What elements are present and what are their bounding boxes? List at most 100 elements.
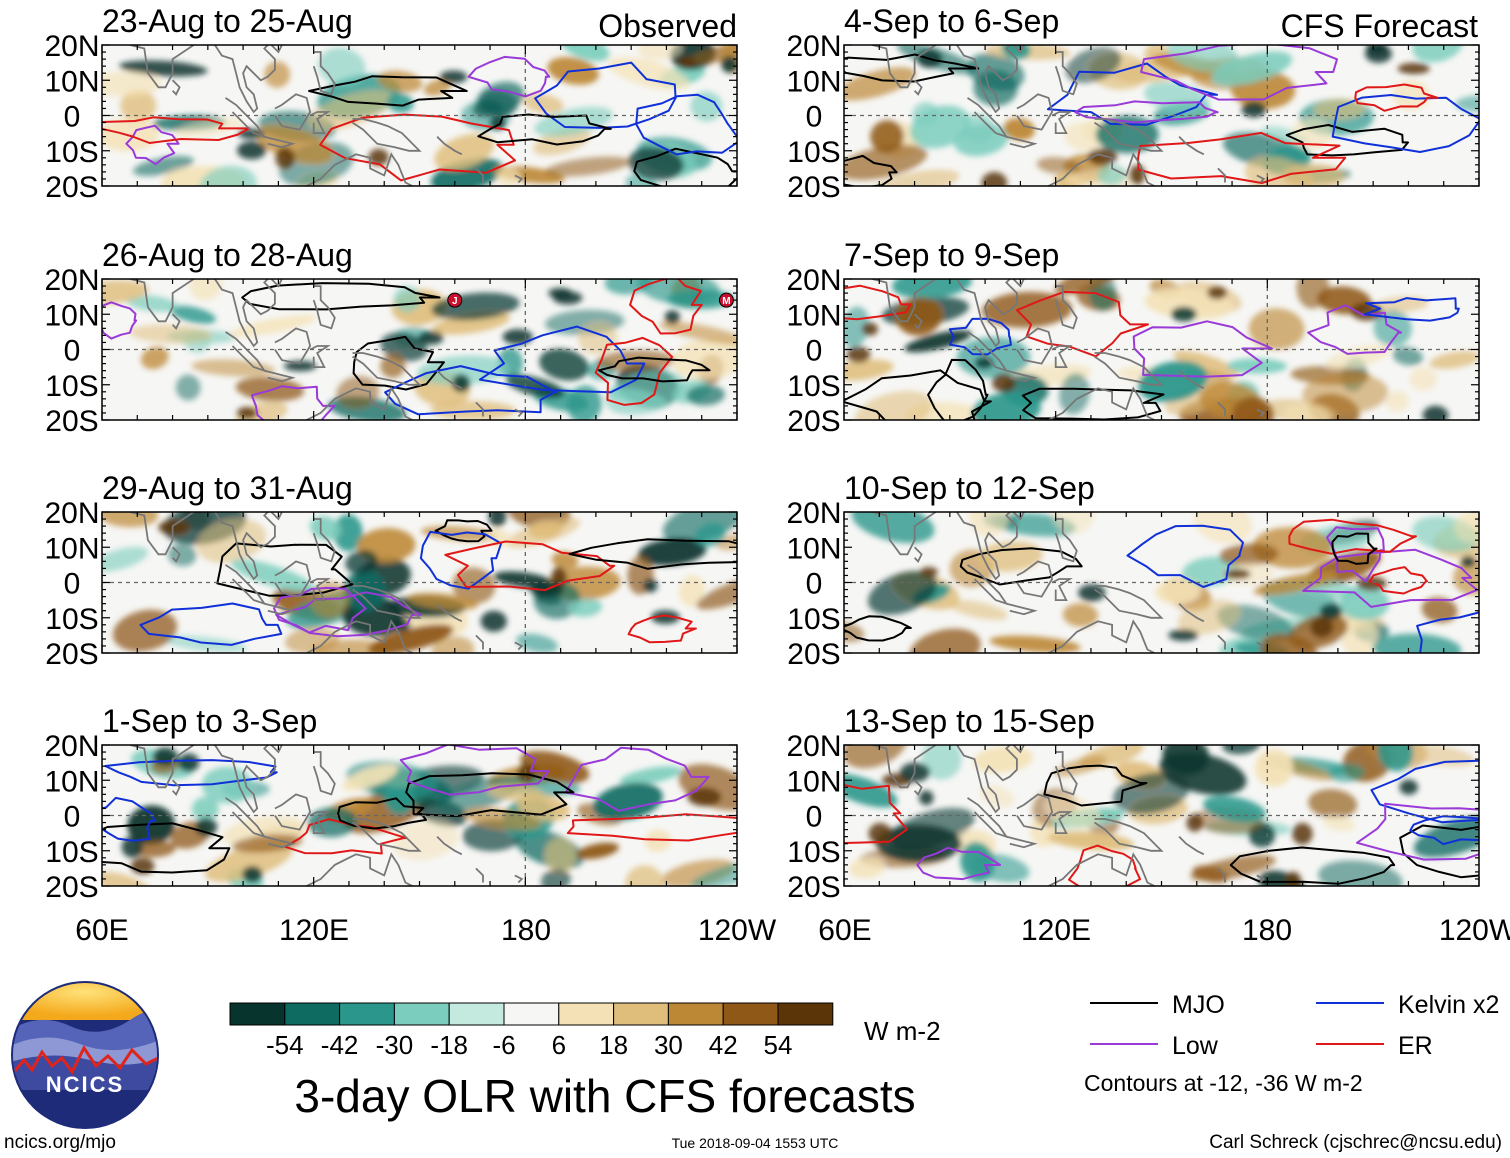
- colorbar-swatch: [339, 1002, 395, 1026]
- coastline: [270, 45, 283, 54]
- olr-anomaly-blob: [1097, 164, 1127, 186]
- coastline: [171, 779, 181, 796]
- coastlines: [129, 45, 524, 186]
- olr-anomaly-blob: [690, 857, 737, 886]
- olr-core-blob: [392, 617, 411, 632]
- olr-anomaly-blob: [854, 390, 933, 420]
- coastline: [956, 45, 1018, 114]
- olr-core-blob: [418, 330, 444, 345]
- coastline: [1093, 818, 1164, 852]
- olr-anomaly-blob: [851, 512, 935, 544]
- contour-line: [1043, 764, 1148, 807]
- contour-line: [275, 591, 422, 638]
- olr-anomaly-blob: [849, 856, 886, 879]
- coastline: [1256, 408, 1266, 418]
- x-tick-label: 60E: [75, 914, 128, 947]
- coastline: [475, 167, 484, 183]
- footer-url: ncics.org/mjo: [4, 1132, 116, 1153]
- olr-core-blob: [552, 291, 583, 305]
- coastline: [1006, 602, 1038, 616]
- coastlines: [129, 279, 524, 420]
- colorbar-tick-label: 6: [552, 1030, 566, 1060]
- coastline: [1016, 560, 1054, 598]
- olr-field: [102, 45, 737, 186]
- olr-anomaly-blob: [686, 384, 725, 406]
- olr-anomaly-blob: [343, 570, 386, 612]
- colorbar-tick-label: -18: [430, 1030, 468, 1060]
- contour-line: [102, 822, 231, 874]
- contour-lines: [844, 45, 1479, 186]
- x-axis-labels-right: 60E 120E 180 120W: [818, 914, 1510, 947]
- olr-anomaly-blob: [593, 782, 663, 821]
- coastline: [129, 45, 196, 89]
- y-tick-label: 0: [64, 568, 81, 601]
- x-tick-label: 180: [1242, 914, 1292, 947]
- olr-anomaly-blob: [175, 374, 201, 401]
- olr-anomaly-blob: [690, 91, 723, 122]
- coastline: [1178, 835, 1205, 856]
- olr-anomaly-blob: [307, 807, 358, 838]
- x-tick-label: 120E: [1021, 914, 1091, 947]
- olr-anomaly-blob: [539, 348, 589, 381]
- ncics-logo: NCICS: [11, 981, 159, 1129]
- olr-anomaly-blob: [1248, 308, 1305, 350]
- contour-line: [250, 385, 336, 420]
- olr-anomaly-blob: [1036, 157, 1080, 175]
- olr-anomaly-blob: [844, 773, 898, 808]
- olr-core-blob: [236, 406, 258, 420]
- olr-anomaly-blob: [515, 633, 558, 653]
- olr-core-blob: [664, 310, 680, 324]
- olr-anomaly-blob: [191, 359, 276, 377]
- y-tick-label: 20S: [787, 171, 840, 204]
- contour-line: [844, 783, 908, 844]
- y-tick-label: 10S: [45, 603, 98, 636]
- olr-core-blob: [283, 360, 317, 372]
- olr-anomaly-blob: [1322, 814, 1356, 832]
- olr-anomaly-blob: [1392, 346, 1423, 366]
- olr-anomaly-blob: [904, 330, 972, 353]
- column-header-observed: Observed: [598, 8, 737, 44]
- olr-anomaly-blob: [333, 514, 363, 552]
- coastline: [312, 751, 336, 796]
- coastline: [1178, 369, 1205, 390]
- coastline: [352, 118, 422, 152]
- olr-core-blob: [152, 747, 178, 766]
- olr-anomaly-blob: [981, 291, 1073, 328]
- olr-anomaly-blob: [545, 156, 631, 177]
- y-tick-label: 20S: [45, 405, 98, 438]
- olr-core-blob: [1087, 148, 1118, 166]
- contour-line: [1354, 83, 1439, 112]
- olr-anomaly-blob: [434, 133, 495, 171]
- coastline: [871, 745, 938, 789]
- coastline: [225, 331, 267, 373]
- olr-anomaly-blob: [189, 279, 223, 301]
- olr-core-blob: [687, 788, 721, 807]
- olr-anomaly-blob: [1429, 351, 1479, 369]
- olr-anomaly-blob: [1044, 794, 1102, 830]
- y-tick-label: 10N: [786, 65, 841, 98]
- colorbar-tick-label: -30: [376, 1030, 414, 1060]
- panel-ticks: [843, 278, 1480, 421]
- y-tick-label: 20S: [787, 405, 840, 438]
- y-tick-label: 10S: [45, 836, 98, 869]
- olr-anomaly-blob: [129, 324, 213, 344]
- olr-core-blob: [677, 56, 697, 69]
- olr-anomaly-blob: [1454, 512, 1479, 544]
- olr-anomaly-blob: [1162, 745, 1210, 776]
- y-tick-label: 0: [806, 101, 823, 134]
- olr-anomaly-blob: [1155, 578, 1201, 605]
- y-tick-label: 20S: [45, 171, 98, 204]
- olr-anomaly-blob: [102, 546, 149, 572]
- coastline: [1256, 874, 1266, 884]
- coastline: [1012, 745, 1025, 754]
- panel-ticks: [843, 744, 1480, 887]
- panel-ticks: [101, 511, 738, 654]
- contour-line: [1068, 844, 1141, 886]
- coastline: [913, 79, 923, 96]
- olr-anomaly-blob: [625, 865, 665, 886]
- olr-anomaly-blob: [844, 306, 870, 348]
- olr-core-blob: [862, 322, 879, 336]
- coastline: [312, 518, 336, 563]
- coastline: [956, 512, 1018, 581]
